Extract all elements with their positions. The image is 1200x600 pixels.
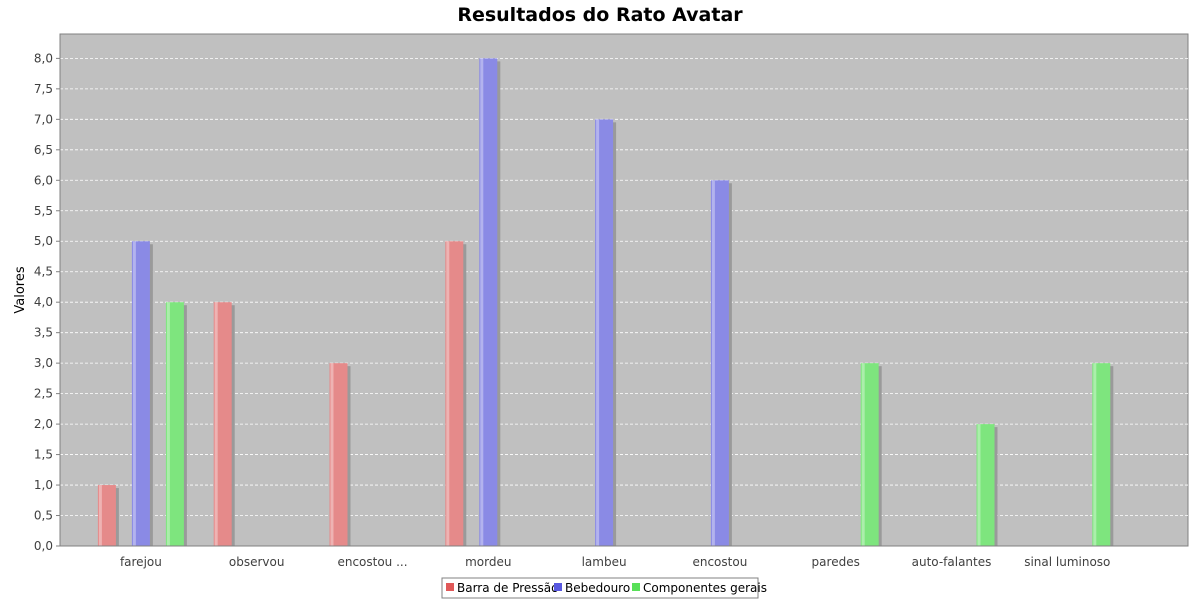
bar-highlight: [861, 363, 865, 546]
bar-highlight: [596, 119, 600, 546]
bar-highlight: [330, 363, 334, 546]
bar-highlight: [977, 424, 981, 546]
y-tick-label: 1,5: [34, 448, 53, 462]
x-category-label: farejou: [120, 555, 162, 569]
bar: [479, 58, 498, 546]
legend-swatch: [632, 583, 640, 591]
x-category-label: mordeu: [465, 555, 511, 569]
y-tick-label: 7,0: [34, 112, 53, 126]
y-tick-label: 0,5: [34, 509, 53, 523]
y-tick-label: 8,0: [34, 51, 53, 65]
bar: [710, 180, 729, 547]
y-tick-label: 3,0: [34, 356, 53, 370]
x-category-label: paredes: [812, 555, 860, 569]
legend-label: Componentes gerais: [643, 581, 767, 595]
bar-highlight: [480, 58, 484, 546]
x-category-label: encostou: [692, 555, 747, 569]
y-tick-label: 6,0: [34, 173, 53, 187]
x-category-label: encostou ...: [337, 555, 407, 569]
y-tick-label: 6,5: [34, 143, 53, 157]
y-tick-label: 2,5: [34, 387, 53, 401]
y-tick-label: 5,5: [34, 204, 53, 218]
y-axis-ticks: 0,0 0,5 1,0 1,5 2,0 2,5 3,0 3,5 4,0 4,5 5,0 5,5 6,0 6…: [34, 51, 60, 553]
y-tick-label: 1,0: [34, 478, 53, 492]
legend-swatch: [446, 583, 454, 591]
x-category-label: observou: [229, 555, 285, 569]
bar: [595, 119, 614, 546]
legend: Barra de Pressão Bebedouro Componentes ger…: [441, 577, 767, 599]
y-axis-title: Valores: [13, 266, 28, 313]
x-axis-categories: farejou observou encostou ... mordeu lambeu e…: [120, 555, 1110, 569]
bar-highlight: [711, 180, 715, 547]
y-tick-label: 2,0: [34, 417, 53, 431]
y-tick-label: 0,0: [34, 539, 53, 553]
x-category-label: sinal luminoso: [1024, 555, 1110, 569]
legend-label: Barra de Pressão: [457, 581, 559, 595]
chart-title: Resultados do Rato Avatar: [457, 4, 743, 26]
bars: [97, 58, 1114, 547]
y-tick-label: 3,5: [34, 326, 53, 340]
bar: [860, 363, 879, 546]
legend-swatch: [554, 583, 562, 591]
bar: [97, 485, 116, 546]
bar-highlight: [132, 241, 136, 546]
bar: [976, 424, 995, 546]
legend-box: [441, 577, 759, 599]
y-tick-label: 7,5: [34, 82, 53, 96]
x-category-label: auto-falantes: [912, 555, 992, 569]
bar-highlight: [214, 302, 218, 546]
bar-highlight: [166, 302, 170, 546]
bar-highlight: [98, 485, 102, 546]
bar: [329, 363, 348, 546]
legend-label: Bebedouro: [565, 581, 630, 595]
y-tick-label: 4,5: [34, 265, 53, 279]
bar: [445, 241, 464, 546]
bar: [131, 241, 150, 546]
bar: [165, 302, 184, 546]
x-category-label: lambeu: [582, 555, 627, 569]
y-tick-label: 5,0: [34, 234, 53, 248]
bar-highlight: [446, 241, 450, 546]
bar: [213, 302, 232, 546]
y-tick-label: 4,0: [34, 295, 53, 309]
grid-lines: [60, 57, 1188, 516]
bar-highlight: [1093, 363, 1097, 546]
bar: [1092, 363, 1111, 546]
